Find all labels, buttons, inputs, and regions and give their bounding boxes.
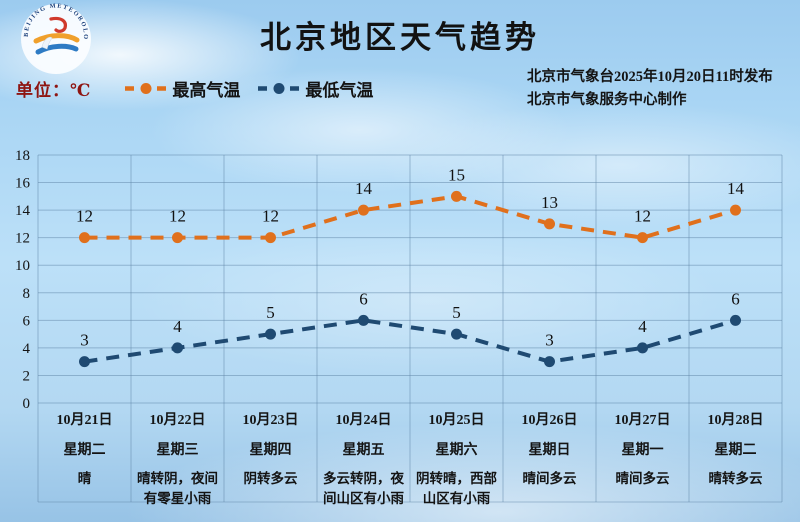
weather-label: 晴转阴，夜间有零星小雨 <box>137 471 218 507</box>
logo-orange-band <box>33 33 80 44</box>
high-temp-data-label: 12 <box>262 207 279 226</box>
low-temp-data-label: 6 <box>731 289 740 308</box>
weather-label: 阴转晴，西部山区有小雨 <box>416 471 497 507</box>
high-temp-legend-swatch <box>125 83 168 94</box>
high-temp-data-point <box>730 204 741 216</box>
y-tick-label: 12 <box>15 231 30 247</box>
low-temp-data-label: 3 <box>545 331 554 350</box>
y-tick-label: 14 <box>15 203 31 219</box>
y-tick-label: 2 <box>23 368 31 384</box>
low-temp-data-label: 6 <box>359 289 368 308</box>
day-column: 10月21日 星期二 晴 <box>38 409 131 510</box>
logo-blue-band <box>35 43 79 55</box>
low-temp-data-point <box>79 356 90 368</box>
weekday-label: 星期六 <box>435 443 478 458</box>
y-tick-label: 16 <box>15 176 31 192</box>
high-temp-data-point <box>544 218 555 230</box>
y-tick-label: 6 <box>23 313 31 329</box>
low-temp-data-point <box>730 314 741 326</box>
source-line-1: 北京市气象台2025年10月20日11时发布 <box>527 69 773 85</box>
day-column: 10月23日 星期四 阴转多云 <box>224 409 317 510</box>
weather-label: 晴 <box>77 471 92 486</box>
high-temp-data-point <box>172 232 183 244</box>
date-label: 10月25日 <box>428 413 485 428</box>
weekday-label: 星期三 <box>156 443 199 458</box>
weather-label: 晴间多云 <box>522 471 577 486</box>
date-label: 10月27日 <box>614 413 671 428</box>
logo-red-swoosh <box>49 16 67 33</box>
day-column: 10月27日 星期一 晴间多云 <box>596 409 689 510</box>
date-label: 10月24日 <box>335 413 392 428</box>
met-service-logo: BEIJING METEOROLOGICAL SERVICE <box>17 0 92 75</box>
weather-label: 晴间多云 <box>615 471 670 486</box>
source-info: 北京市气象台2025年10月20日11时发布 北京市气象服务中心制作 <box>527 66 773 112</box>
y-tick-label: 10 <box>15 258 30 274</box>
low-temp-data-label: 3 <box>80 331 89 350</box>
low-temp-data-point <box>544 356 555 368</box>
date-label: 10月28日 <box>707 413 764 428</box>
low-temp-legend-label: 最低气温 <box>305 81 374 100</box>
day-column: 10月25日 星期六 阴转晴，西部山区有小雨 <box>410 409 503 510</box>
unit-label: 单位：℃ <box>16 81 92 100</box>
high-temp-data-point <box>265 232 276 244</box>
low-temp-data-label: 4 <box>173 317 182 336</box>
high-temp-data-point <box>451 190 462 202</box>
low-temp-data-point <box>265 328 276 340</box>
low-temp-line <box>84 318 737 364</box>
weekday-label: 星期一 <box>621 443 664 458</box>
day-column: 10月28日 星期二 晴转多云 <box>689 409 782 510</box>
high-temp-data-point <box>637 232 648 244</box>
y-tick-label: 4 <box>23 341 31 357</box>
low-temp-data-point <box>358 314 369 326</box>
weekday-label: 星期五 <box>342 443 385 458</box>
high-temp-data-point <box>358 204 369 216</box>
low-temp-legend-swatch <box>258 83 301 94</box>
page-title: 北京地区天气趋势 <box>260 20 540 55</box>
y-tick-label: 18 <box>15 148 30 164</box>
x-axis-labels: 10月21日 星期二 晴 10月22日 星期三 晴转阴，夜间有零星小雨 10月2… <box>38 409 782 510</box>
low-temp-data-label: 4 <box>638 317 647 336</box>
date-label: 10月26日 <box>521 413 578 428</box>
high-temp-data-label: 14 <box>355 179 373 198</box>
weather-label: 多云转阴，夜间山区有小雨 <box>323 471 404 507</box>
weekday-label: 星期日 <box>528 443 571 458</box>
high-temp-data-label: 14 <box>727 179 745 198</box>
low-temp-data-label: 5 <box>266 303 275 322</box>
low-temp-data-point <box>172 342 183 354</box>
y-tick-label: 0 <box>23 396 31 412</box>
logo-dove-shape <box>41 36 53 50</box>
legend-row: 单位：℃ 最高气温 最低气温 <box>16 76 389 101</box>
high-temp-data-label: 15 <box>448 165 465 184</box>
high-temp-line <box>84 194 737 240</box>
high-temp-data-point <box>79 232 90 244</box>
weather-label: 阴转多云 <box>243 471 298 486</box>
high-temp-data-label: 12 <box>169 207 186 226</box>
low-temp-data-point <box>451 328 462 340</box>
date-label: 10月21日 <box>56 413 113 428</box>
met-service-logo-graphic: BEIJING METEOROLOGICAL SERVICE <box>17 0 91 74</box>
legend-item-high-temp: 最高气温 <box>123 76 240 101</box>
high-temp-data-label: 13 <box>541 193 558 212</box>
day-column: 10月22日 星期三 晴转阴，夜间有零星小雨 <box>131 409 224 510</box>
y-tick-label: 8 <box>23 286 31 302</box>
high-temp-data-label: 12 <box>634 207 651 226</box>
date-label: 10月23日 <box>242 413 299 428</box>
legend-item-low-temp: 最低气温 <box>256 76 373 101</box>
weekday-label: 星期四 <box>249 443 292 458</box>
date-label: 10月22日 <box>149 413 206 428</box>
low-temp-data-point <box>637 342 648 354</box>
low-temp-data-label: 5 <box>452 303 461 322</box>
high-temp-data-label: 12 <box>76 207 93 226</box>
day-column: 10月24日 星期五 多云转阴，夜间山区有小雨 <box>317 409 410 510</box>
weather-label: 晴转多云 <box>708 471 763 486</box>
source-line-2: 北京市气象服务中心制作 <box>527 92 687 109</box>
high-temp-legend-label: 最高气温 <box>172 81 241 100</box>
weekday-label: 星期二 <box>63 443 106 458</box>
weekday-label: 星期二 <box>714 443 757 458</box>
day-column: 10月26日 星期日 晴间多云 <box>503 409 596 510</box>
